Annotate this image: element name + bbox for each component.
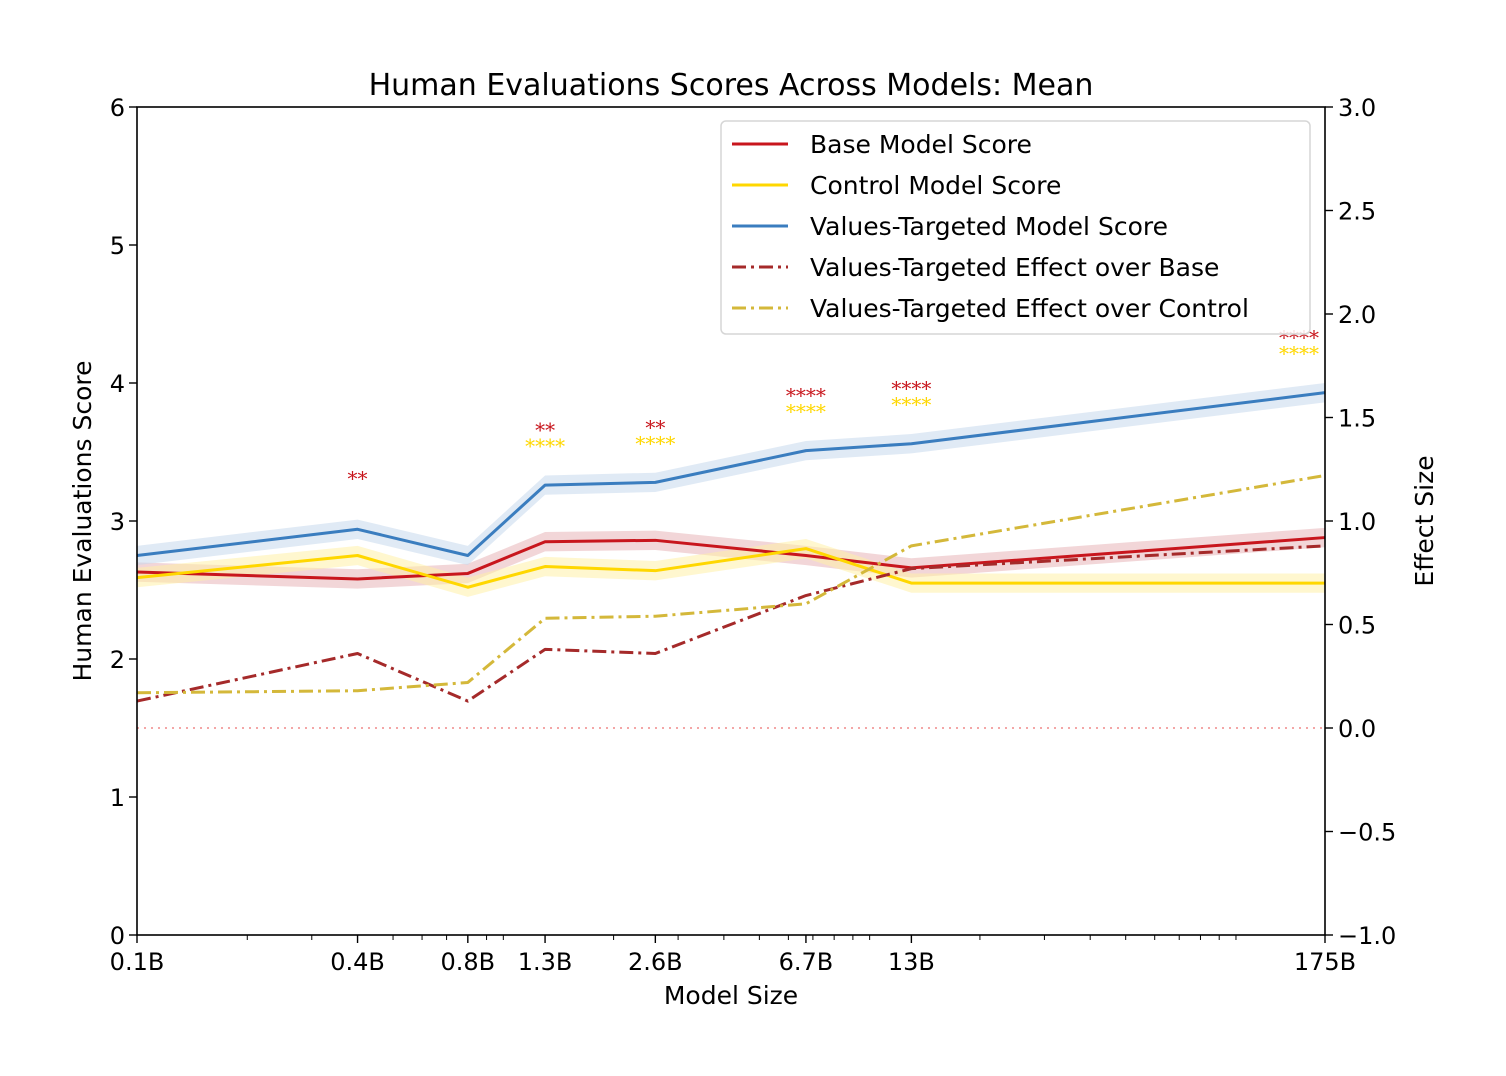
significance-over-base: **	[645, 415, 665, 439]
x-tick-label: 0.8B	[441, 948, 496, 976]
legend-label-4: Values-Targeted Effect over Control	[810, 294, 1249, 323]
y-tick-label: 0	[110, 922, 125, 950]
y-tick-label: 5	[110, 232, 125, 260]
legend-label-3: Values-Targeted Effect over Base	[810, 253, 1219, 282]
y2-tick-label: 2.0	[1338, 301, 1376, 329]
legend: Base Model Score Control Model Score Value…	[720, 120, 1311, 335]
significance-over-control: ****	[891, 393, 931, 417]
y-axis-left: 0 1 2 3 4 5 6	[110, 94, 137, 950]
significance-over-base: **	[535, 418, 555, 442]
chart-title: Human Evaluations Scores Across Models: …	[369, 68, 1094, 103]
x-axis: 0.1B 0.4B 0.8B 1.3B 2.6B 6.7B 13B 175B	[110, 935, 1356, 976]
series-line-1	[136, 547, 1325, 589]
y2-tick-label: 1.5	[1338, 405, 1376, 433]
y2-tick-label: 2.5	[1338, 198, 1376, 226]
x-axis-title: Model Size	[664, 981, 798, 1010]
y2-tick-label: 0.0	[1338, 715, 1376, 743]
significance-over-control: ****	[525, 434, 565, 458]
significance-over-control: ****	[1279, 342, 1319, 366]
significance-annotations: **************************************	[348, 326, 1319, 491]
legend-label-2: Values-Targeted Model Score	[810, 212, 1168, 241]
y2-tick-label: 1.0	[1338, 508, 1376, 536]
series-line-3	[136, 544, 1326, 703]
x-tick-label: 1.3B	[518, 948, 573, 976]
x-tick-label: 175B	[1294, 948, 1356, 976]
x-tick-label: 2.6B	[628, 948, 683, 976]
y-axis-title: Human Evaluations Score	[68, 360, 97, 681]
y2-axis-title: Effect Size	[1410, 455, 1439, 586]
y2-tick-label: −1.0	[1338, 922, 1396, 950]
y2-tick-label: −0.5	[1338, 819, 1396, 847]
series-lines	[136, 391, 1326, 703]
series-line-2	[136, 391, 1326, 557]
y-tick-label: 6	[110, 94, 125, 122]
y-axis-right: −1.0 −0.5 0.0 0.5 1.0 1.5 2.0 2.5 3.0	[1325, 94, 1396, 950]
y-tick-label: 1	[110, 784, 125, 812]
y-tick-label: 2	[110, 646, 125, 674]
significance-over-base: ****	[891, 377, 931, 401]
legend-label-1: Control Model Score	[810, 171, 1061, 200]
x-tick-label: 0.4B	[330, 948, 385, 976]
x-tick-label: 13B	[888, 948, 935, 976]
significance-over-base: ****	[786, 384, 826, 408]
significance-over-control: ****	[635, 431, 675, 455]
band-2	[137, 383, 1325, 566]
x-tick-label: 6.7B	[779, 948, 834, 976]
y2-tick-label: 3.0	[1338, 94, 1376, 122]
x-tick-label: 0.1B	[110, 948, 165, 976]
legend-box	[720, 120, 1311, 335]
series-line-4	[136, 473, 1326, 695]
significance-over-control: ****	[786, 400, 826, 424]
significance-over-base: **	[348, 466, 368, 490]
y-tick-label: 4	[110, 370, 125, 398]
series-line-0	[136, 536, 1326, 581]
legend-label-0: Base Model Score	[810, 130, 1032, 159]
y2-tick-label: 0.5	[1338, 612, 1376, 640]
y-tick-label: 3	[110, 508, 125, 536]
